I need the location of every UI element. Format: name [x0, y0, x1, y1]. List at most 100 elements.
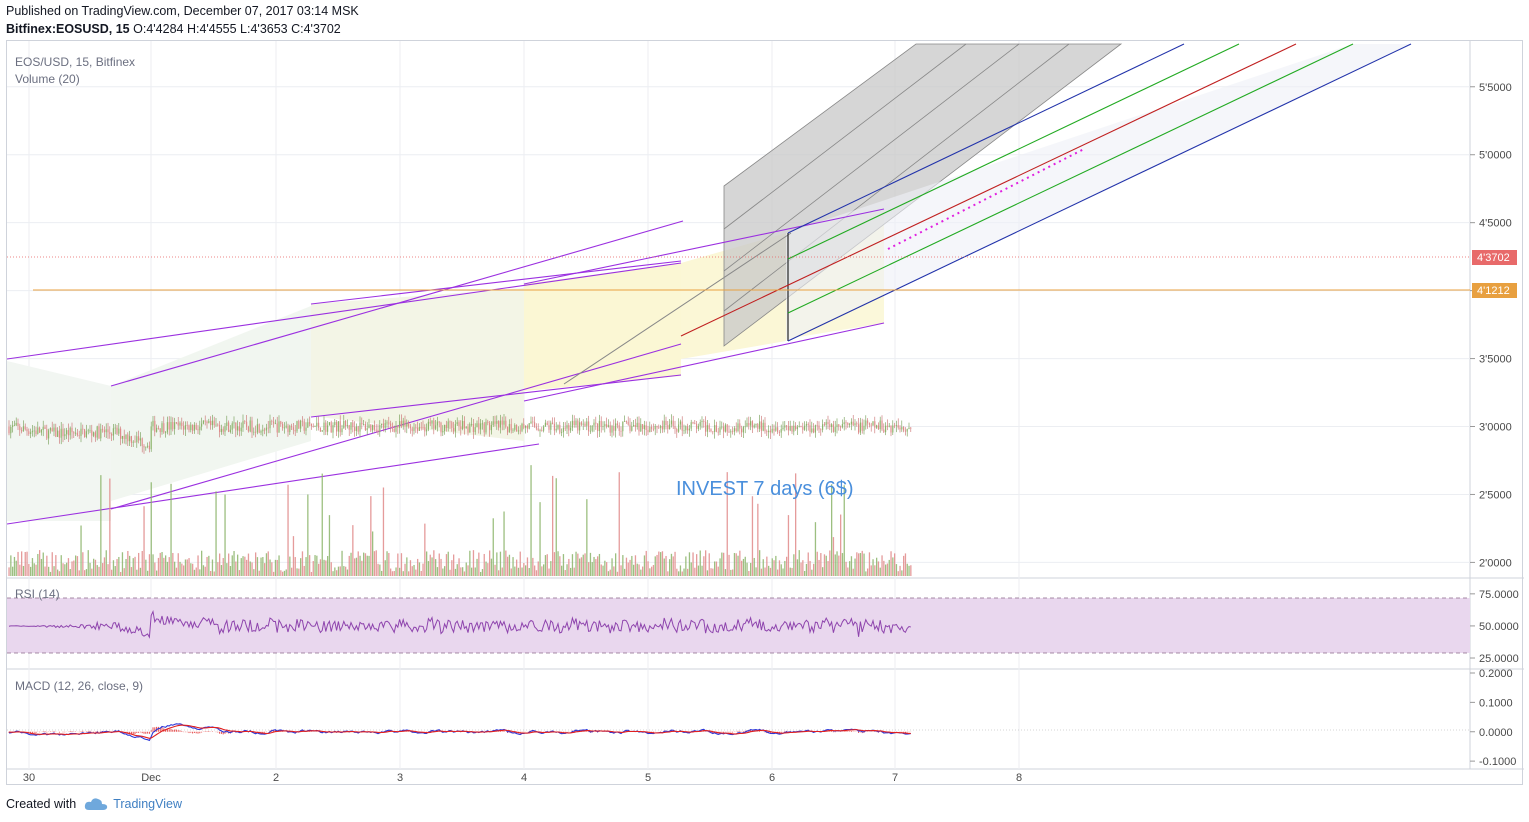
- volume-bar: [552, 475, 554, 576]
- price-axis[interactable]: 5'50005'00004'50004'00003'50003'00002'50…: [1470, 82, 1519, 768]
- volume-bar: [66, 562, 68, 576]
- macd-hist-bar: [719, 731, 721, 733]
- x-tick-label: 5: [645, 772, 651, 784]
- volume-bar: [568, 558, 570, 576]
- macd-hist-bar: [161, 727, 163, 732]
- volume-bar: [145, 559, 147, 576]
- volume-bar: [519, 551, 521, 576]
- volume-bar: [469, 550, 471, 576]
- volume-bar: [217, 562, 219, 576]
- candle-body: [796, 426, 798, 430]
- candle-body: [267, 427, 269, 429]
- volume-bar: [130, 567, 133, 576]
- candle-body: [208, 420, 210, 424]
- candle-body: [895, 425, 897, 426]
- candle-body: [597, 423, 599, 432]
- volume-bar: [240, 558, 242, 576]
- volume-bar: [505, 550, 507, 576]
- volume-bar: [841, 553, 844, 576]
- candle-body: [789, 425, 791, 431]
- candle-body: [562, 427, 564, 433]
- volume-bar: [337, 566, 340, 576]
- candle-body: [453, 427, 455, 432]
- candle-body: [780, 429, 782, 433]
- macd-hist-bar: [843, 731, 845, 732]
- volume-bar: [456, 564, 458, 576]
- annotation-text: INVEST 7 days (6$): [676, 478, 853, 500]
- candle-body: [406, 422, 408, 427]
- candle-body: [793, 425, 795, 432]
- volume-bar: [276, 559, 278, 576]
- candle-body: [681, 421, 683, 431]
- volume-bar: [393, 571, 395, 576]
- symbol-name: Bitfinex:EOSUSD, 15: [6, 22, 130, 36]
- candle-body: [116, 427, 118, 434]
- chart-frame[interactable]: INVEST 7 days (6$) EOS/USD, 15, Bitfinex…: [6, 40, 1524, 786]
- volume-bar: [796, 559, 799, 576]
- candle-body: [8, 426, 10, 434]
- macd-hist-bar: [30, 731, 32, 734]
- candle-body: [186, 425, 188, 426]
- candle-body: [51, 428, 53, 432]
- candle-body: [271, 420, 273, 422]
- candle-body: [512, 429, 514, 431]
- volume-bar: [148, 554, 151, 576]
- candle-body: [415, 427, 417, 429]
- candle-body: [64, 434, 66, 437]
- y-tick-label: 4'5000: [1479, 218, 1512, 230]
- candle-body: [568, 424, 570, 431]
- candle-body: [667, 425, 669, 430]
- candle-body: [327, 425, 329, 432]
- macd-hist-bar: [262, 731, 264, 733]
- macd-hist-bar: [139, 731, 141, 733]
- time-axis[interactable]: 30 Dec 2 3 4 5 6 7 8: [23, 772, 1022, 784]
- candle-body: [811, 428, 813, 433]
- candle-body: [818, 425, 820, 430]
- volume-bar: [431, 557, 433, 576]
- chart-canvas[interactable]: INVEST 7 days (6$) EOS/USD, 15, Bitfinex…: [7, 41, 1524, 786]
- volume-bar: [681, 571, 683, 576]
- macd-hist-bar: [181, 731, 183, 732]
- volume-bar: [849, 561, 851, 576]
- candle-body: [539, 429, 541, 431]
- volume-bar: [319, 559, 322, 576]
- candle-body: [832, 424, 834, 432]
- volume-bar: [310, 571, 313, 576]
- candle-body: [688, 428, 690, 431]
- volume-bar: [516, 559, 518, 576]
- candle-body: [427, 421, 429, 430]
- volume-bar: [492, 518, 494, 576]
- candle-body: [904, 430, 906, 432]
- volume-bar: [339, 566, 341, 576]
- candle-body: [553, 423, 555, 431]
- macd-hist-bar: [136, 731, 138, 733]
- candle-body: [253, 431, 255, 433]
- volume-bar: [363, 552, 365, 576]
- volume-bar: [453, 554, 455, 576]
- candle-body: [314, 426, 316, 427]
- volume-bar: [93, 558, 95, 576]
- volume-bar: [372, 531, 374, 576]
- signal-line: [8, 724, 911, 739]
- macd-hist-bar: [850, 730, 852, 732]
- candle-body: [642, 424, 644, 430]
- volume-bar: [688, 552, 691, 576]
- tradingview-link[interactable]: TradingView: [84, 797, 182, 811]
- candle-body: [237, 426, 239, 431]
- candle-body: [247, 426, 249, 432]
- volume-bar: [501, 567, 503, 576]
- candle-body: [433, 420, 435, 429]
- candle-body: [834, 427, 836, 432]
- volume-bar: [64, 564, 66, 576]
- volume-bar: [350, 552, 352, 576]
- volume-bar: [71, 561, 73, 576]
- candle-body: [714, 425, 716, 432]
- candle-body: [544, 422, 546, 427]
- candle-body: [145, 446, 147, 448]
- candle-body: [661, 426, 663, 430]
- candle-body: [555, 428, 557, 431]
- candle-body: [505, 420, 507, 427]
- volume-bar: [397, 553, 399, 576]
- macd-hist-bar: [274, 729, 276, 732]
- volume-bar: [831, 484, 833, 576]
